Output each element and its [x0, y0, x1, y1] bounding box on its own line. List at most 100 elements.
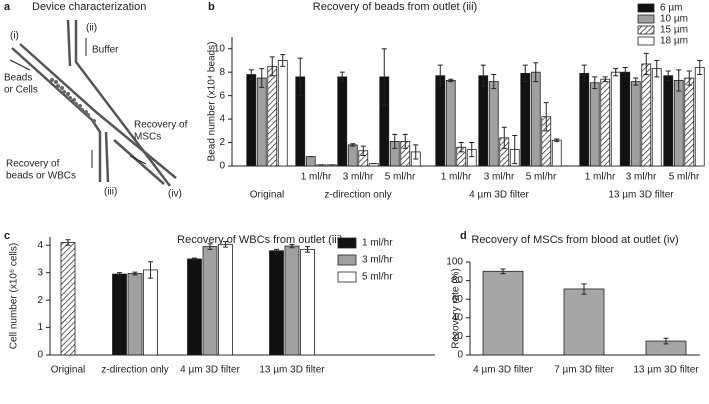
x-tick-label: 13 µm 3D filter: [259, 365, 325, 376]
error-bar: [280, 54, 286, 67]
label: Buffer: [92, 45, 119, 56]
legend-swatch: [337, 237, 357, 249]
bar: [478, 75, 489, 167]
bar: [246, 74, 257, 167]
bar: [269, 250, 284, 356]
group-label: 4 µm 3D filter: [469, 190, 529, 201]
bar: [143, 269, 158, 356]
y-tick-label: 2: [37, 295, 43, 306]
error-bar: [469, 142, 475, 158]
label: Beads: [4, 73, 32, 84]
error-bar: [192, 257, 197, 261]
legend-label: 6 µm: [660, 3, 682, 14]
panel-letter: a: [4, 1, 11, 13]
y-tick-label: 1: [37, 322, 43, 333]
x-tick-label: 1 ml/hr: [301, 172, 332, 183]
chart-title: Recovery of beads from outlet (iii): [313, 1, 477, 13]
bar: [651, 68, 662, 167]
label: Recovery of: [6, 159, 60, 170]
error-bar: [65, 239, 71, 246]
x-tick-label: 3 ml/hr: [484, 172, 515, 183]
bar: [589, 82, 600, 167]
x-tick-label: 4 µm 3D filter: [180, 365, 240, 376]
chart-title: Recovery of WBCs from outlet (iii): [177, 234, 343, 246]
legend-label: 1 ml/hr: [362, 238, 393, 249]
bar: [305, 156, 316, 167]
error-bar: [381, 48, 387, 106]
error-bar: [613, 68, 619, 77]
bar: [127, 273, 143, 356]
label: (iii): [104, 187, 117, 198]
error-bar: [500, 268, 506, 275]
legend-swatch: [637, 3, 655, 13]
error-bar: [654, 59, 660, 78]
panel-letter: d: [460, 230, 467, 242]
x-tick-label: 7 µm 3D filter: [554, 365, 614, 376]
bar: [530, 71, 541, 167]
label: MSCs: [134, 132, 161, 143]
error-bar: [512, 135, 518, 165]
label: beads or WBCs: [6, 171, 76, 182]
legend-swatch: [637, 14, 655, 24]
error-bar: [665, 70, 671, 81]
legend-label: 5 ml/hr: [362, 272, 393, 283]
error-bar: [554, 138, 560, 142]
y-tick-label: 4: [37, 240, 43, 251]
error-bar: [148, 261, 153, 279]
bar: [202, 246, 218, 356]
y-tick-label: 0: [37, 350, 43, 361]
bar: [673, 79, 684, 167]
y-tick-label: 60: [452, 294, 464, 305]
error-bar: [448, 78, 454, 83]
error-bar: [697, 59, 703, 76]
legend-label: 3 ml/hr: [362, 255, 393, 266]
x-tick-label: 4 µm 3D filter: [473, 365, 533, 376]
error-bar: [289, 243, 295, 249]
x-tick-label: z-direction only: [101, 365, 168, 376]
error-bar: [581, 283, 587, 295]
bar: [563, 288, 605, 356]
error-bar: [686, 70, 692, 86]
flow-arrows: [9, 38, 147, 168]
y-tick-label: 100: [446, 257, 463, 268]
bar: [620, 71, 631, 167]
y-tick-label: 4: [219, 114, 225, 125]
bar: [267, 65, 278, 167]
group-label: 13 µm 3D filter: [608, 190, 674, 201]
x-tick-label: 3 ml/hr: [626, 172, 657, 183]
x-tick-label: 1 ml/hr: [585, 172, 616, 183]
error-bar: [274, 248, 279, 253]
panel-letter: b: [208, 1, 215, 13]
bar: [579, 72, 590, 167]
label: or Cells: [4, 85, 38, 96]
legend-swatch: [637, 36, 655, 46]
error-bar: [592, 76, 598, 90]
error-bar: [132, 271, 138, 276]
error-bar: [458, 142, 464, 153]
label: (iv): [168, 189, 182, 200]
bar: [337, 76, 348, 167]
error-bar: [305, 246, 310, 253]
error-bar: [437, 64, 443, 87]
bar: [187, 258, 202, 356]
bar: [435, 75, 446, 167]
bar: [347, 144, 358, 167]
bar: [284, 245, 300, 356]
label: Recovery of: [134, 120, 188, 131]
bar: [684, 77, 695, 167]
y-tick-label: 80: [452, 275, 464, 286]
bar: [641, 63, 652, 167]
error-bar: [491, 74, 497, 90]
error-bar: [543, 102, 549, 132]
y-tick-label: 40: [452, 312, 464, 323]
device-channels: [11, 19, 177, 187]
legend-label: 15 µm: [660, 25, 688, 36]
y-axis-label: Bead number (x10⁴ beads): [207, 42, 218, 162]
y-tick-label: 2: [219, 137, 225, 148]
x-tick-label: 5 ml/hr: [669, 172, 700, 183]
error-bar: [622, 66, 628, 78]
x-tick-label: 5 ml/hr: [526, 172, 557, 183]
error-bar: [350, 143, 356, 147]
legend-swatch: [337, 254, 357, 266]
error-bar: [339, 71, 345, 83]
